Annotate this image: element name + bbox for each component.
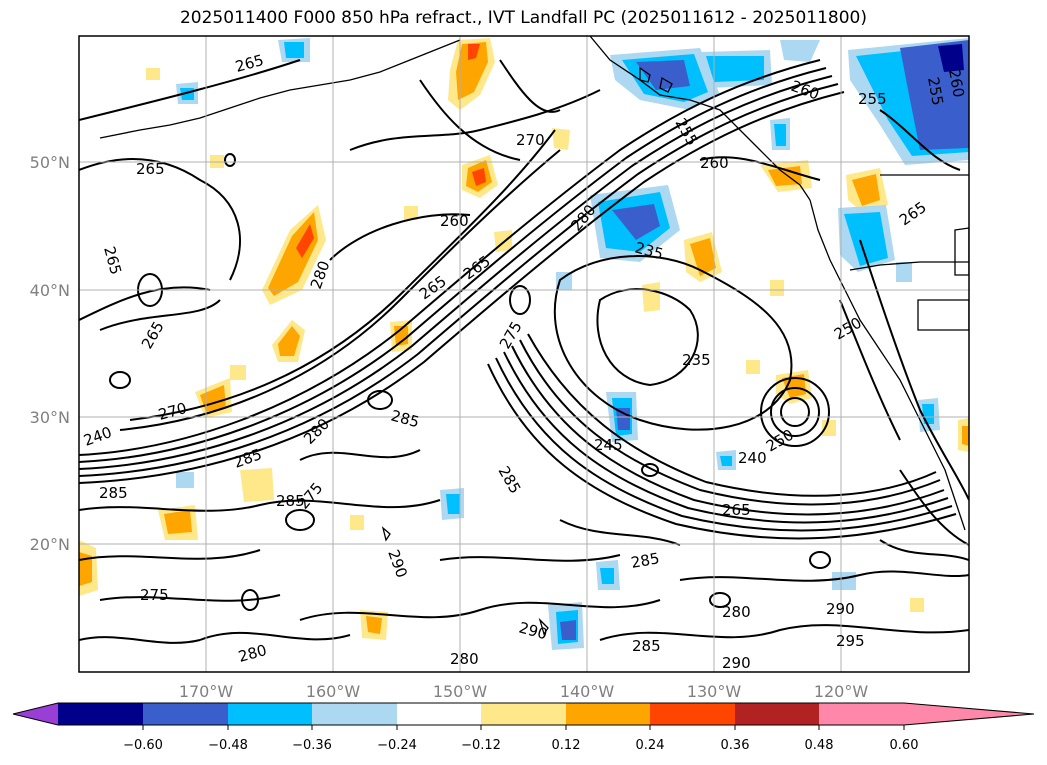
lon-label: 130°W: [687, 682, 742, 701]
contour-label: 265: [722, 501, 751, 519]
lon-label: 140°W: [560, 682, 615, 701]
contour-label: 280: [450, 650, 479, 668]
colorbar-segment: [481, 703, 566, 725]
lat-label: 30°N: [30, 408, 70, 427]
map-frame: [78, 35, 970, 673]
lat-label: 50°N: [30, 153, 70, 172]
colorbar-tick-label: 0.60: [890, 738, 919, 753]
lon-label: 150°W: [433, 682, 488, 701]
lat-label: 40°N: [30, 281, 70, 300]
latitude-labels: 50°N 40°N 30°N 20°N: [30, 153, 70, 554]
colorbar-tick-label: 0.36: [721, 738, 750, 753]
contour-label: 285: [632, 637, 661, 655]
coastlines: [99, 36, 969, 636]
contour-label: 260: [700, 154, 729, 172]
contour-label: 290: [826, 600, 855, 618]
contour-label: 285: [630, 549, 661, 572]
map-background: [79, 36, 969, 672]
colorbar: −0.60 −0.48 −0.36 −0.24 −0.12 0.12 0.24 …: [12, 702, 1035, 753]
colorbar-segment: [143, 703, 228, 725]
contour-label: 295: [836, 632, 865, 650]
contour-label: 265: [136, 160, 165, 178]
contour-label: 285: [276, 492, 305, 510]
contour-label: 285: [99, 484, 128, 502]
colorbar-tick-label: −0.12: [461, 738, 501, 753]
colorbar-segment: [735, 703, 819, 725]
colorbar-segment: [312, 703, 397, 725]
contour-label: 260: [440, 212, 469, 230]
colorbar-segment: [228, 703, 312, 725]
plot-title: 2025011400 F000 850 hPa refract., IVT La…: [179, 8, 867, 28]
colorbar-outline: [12, 702, 1035, 726]
colorbar-segment: [650, 703, 735, 725]
colorbar-tick-label: 0.24: [636, 738, 665, 753]
contour-label: 255: [924, 76, 947, 107]
colorbar-segment: [566, 703, 650, 725]
contour-label: 275: [140, 586, 169, 604]
contour-label: 245: [594, 436, 623, 454]
lon-label: 120°W: [814, 682, 869, 701]
contour-label: 240: [738, 449, 767, 467]
colorbar-segment: [819, 703, 904, 725]
contour-label: 260: [945, 68, 968, 99]
colorbar-segment: [58, 703, 143, 725]
colorbar-tick-label: −0.36: [292, 738, 332, 753]
lat-label: 20°N: [30, 535, 70, 554]
lon-label: 170°W: [179, 682, 234, 701]
refractivity-contours: [79, 59, 969, 644]
contour-label: 235: [682, 351, 711, 369]
longitude-labels: 170°W 160°W 150°W 140°W 130°W 120°W: [179, 682, 869, 701]
colorbar-tick-label: 0.12: [552, 738, 581, 753]
colorbar-tick-label: −0.60: [123, 738, 163, 753]
colorbar-extend-high: [904, 703, 1034, 725]
contour-label: 290: [722, 654, 751, 672]
lon-label: 160°W: [306, 682, 361, 701]
colorbar-segment: [397, 703, 481, 725]
contour-label: 270: [516, 131, 545, 149]
graticule: [79, 36, 969, 672]
colorbar-tick-label: −0.48: [208, 738, 248, 753]
colorbar-extend-low: [13, 703, 58, 725]
colorbar-tick-label: −0.24: [377, 738, 417, 753]
contour-label: 280: [722, 603, 751, 621]
contour-label: 255: [858, 90, 887, 108]
colorbar-tick-label: 0.48: [805, 738, 834, 753]
